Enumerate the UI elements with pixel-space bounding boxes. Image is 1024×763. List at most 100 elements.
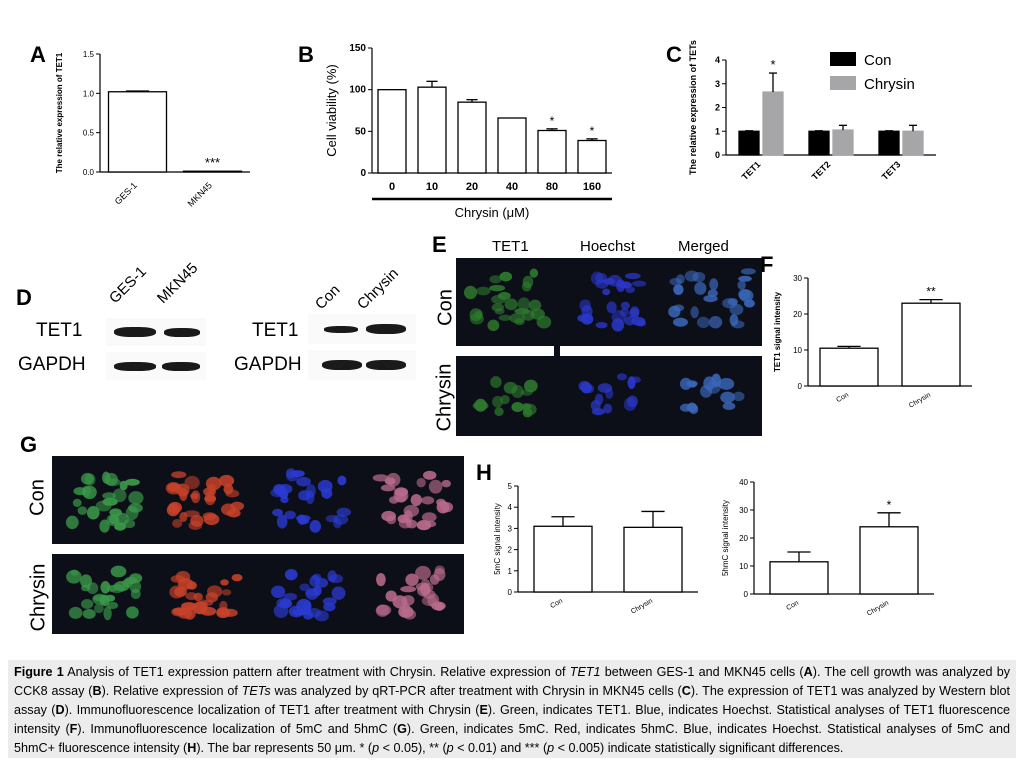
y-axis-label: 5hmC signal intensity	[721, 500, 730, 576]
y-tick-label: 2	[508, 546, 513, 555]
y-tick-label: 5	[508, 482, 513, 491]
cell	[84, 473, 96, 486]
cell	[469, 313, 484, 325]
panel-label-e: E	[432, 232, 447, 257]
cell	[729, 303, 744, 316]
significance-label: *	[590, 124, 595, 138]
cell	[203, 513, 220, 526]
cell	[672, 317, 689, 327]
legend-label: Con	[864, 52, 892, 69]
cell	[509, 313, 525, 324]
cell	[690, 306, 699, 319]
cell	[298, 515, 308, 525]
caption-ref: C	[681, 684, 691, 698]
blot-band	[114, 327, 156, 337]
bar	[497, 117, 527, 174]
cell	[102, 492, 116, 500]
cell	[630, 376, 641, 384]
y-tick-label: 0	[744, 590, 749, 599]
x-tick-label: TET1	[740, 159, 763, 182]
bar	[878, 130, 900, 156]
cell	[376, 604, 392, 616]
cell	[103, 606, 112, 621]
panel-e-header-merged: Merged	[678, 238, 729, 255]
cell	[168, 501, 182, 514]
cell	[119, 480, 128, 491]
cell	[703, 295, 718, 303]
legend-swatch	[830, 76, 856, 90]
panel-divider	[52, 544, 464, 554]
cell	[183, 510, 200, 518]
cell	[93, 594, 109, 602]
y-tick-label: 20	[739, 534, 748, 543]
cell	[688, 381, 697, 388]
cell	[394, 491, 408, 503]
panel-g-row-chrysin: Chrysin	[27, 563, 50, 632]
cell	[82, 608, 96, 619]
blot-right-gapdh-strip	[308, 350, 416, 380]
cell	[620, 301, 630, 310]
bar	[738, 130, 760, 156]
panel-label-h: H	[476, 460, 492, 485]
cell	[317, 479, 333, 493]
cell	[285, 468, 297, 479]
cell	[597, 383, 613, 393]
cell	[679, 403, 692, 412]
caption-ref: F	[69, 722, 78, 736]
cell	[191, 490, 201, 504]
caption-text: was analyzed by qRT-PCR after treatment …	[270, 684, 682, 698]
x-tick-label: TET2	[810, 159, 833, 182]
cell	[718, 378, 735, 390]
panel-gap	[554, 258, 560, 436]
x-tick-label: Chrysin	[866, 600, 890, 618]
x-tick-label: 20	[466, 181, 478, 193]
cell	[372, 474, 389, 482]
cell	[611, 310, 626, 324]
cell	[668, 305, 681, 318]
cell	[322, 597, 337, 606]
x-tick-label: Chrysin	[630, 598, 654, 616]
cell	[441, 479, 451, 488]
cell	[708, 315, 723, 329]
cell	[128, 503, 143, 513]
cell	[536, 315, 552, 329]
bar	[901, 302, 961, 387]
significance-label: ***	[205, 155, 220, 170]
micrograph-e	[456, 258, 762, 436]
micrograph-g	[52, 456, 464, 634]
cell	[617, 281, 632, 289]
y-tick-label: 40	[739, 478, 748, 487]
cell	[731, 320, 745, 329]
blot-row-gapdh-left: GAPDH	[18, 354, 86, 375]
blot-row-tet1-left: TET1	[36, 320, 83, 341]
cell	[424, 520, 437, 528]
cell	[80, 574, 93, 588]
cell	[499, 271, 513, 282]
y-tick-label: 3	[508, 524, 513, 533]
cell	[218, 474, 235, 487]
y-tick-label: 2	[715, 103, 720, 113]
cell	[491, 294, 507, 305]
caption-text: between GES-1 and MKN45 cells (	[600, 665, 804, 679]
chart-c: 0 1 2 3 4 The relative expression of TETs * TET…	[688, 40, 936, 182]
cell	[104, 594, 116, 602]
y-tick-label: 1	[508, 567, 513, 576]
cell	[305, 484, 316, 498]
panel-g-row-con: Con	[26, 479, 49, 516]
cell	[694, 281, 707, 295]
cell	[603, 403, 613, 414]
bar	[623, 526, 683, 593]
bar	[182, 170, 243, 173]
cell	[331, 586, 346, 600]
cell	[401, 595, 415, 606]
cell	[679, 377, 692, 390]
bar	[902, 130, 924, 156]
cell	[416, 477, 426, 488]
blot-left-gapdh-strip	[106, 352, 206, 380]
caption-italic: TETs	[241, 684, 271, 698]
cell	[631, 280, 647, 287]
caption-text: ). Green, indicates TET1. Blue, indicate…	[14, 703, 1011, 736]
cell	[305, 587, 319, 600]
cell	[284, 568, 298, 581]
cell	[487, 319, 500, 332]
